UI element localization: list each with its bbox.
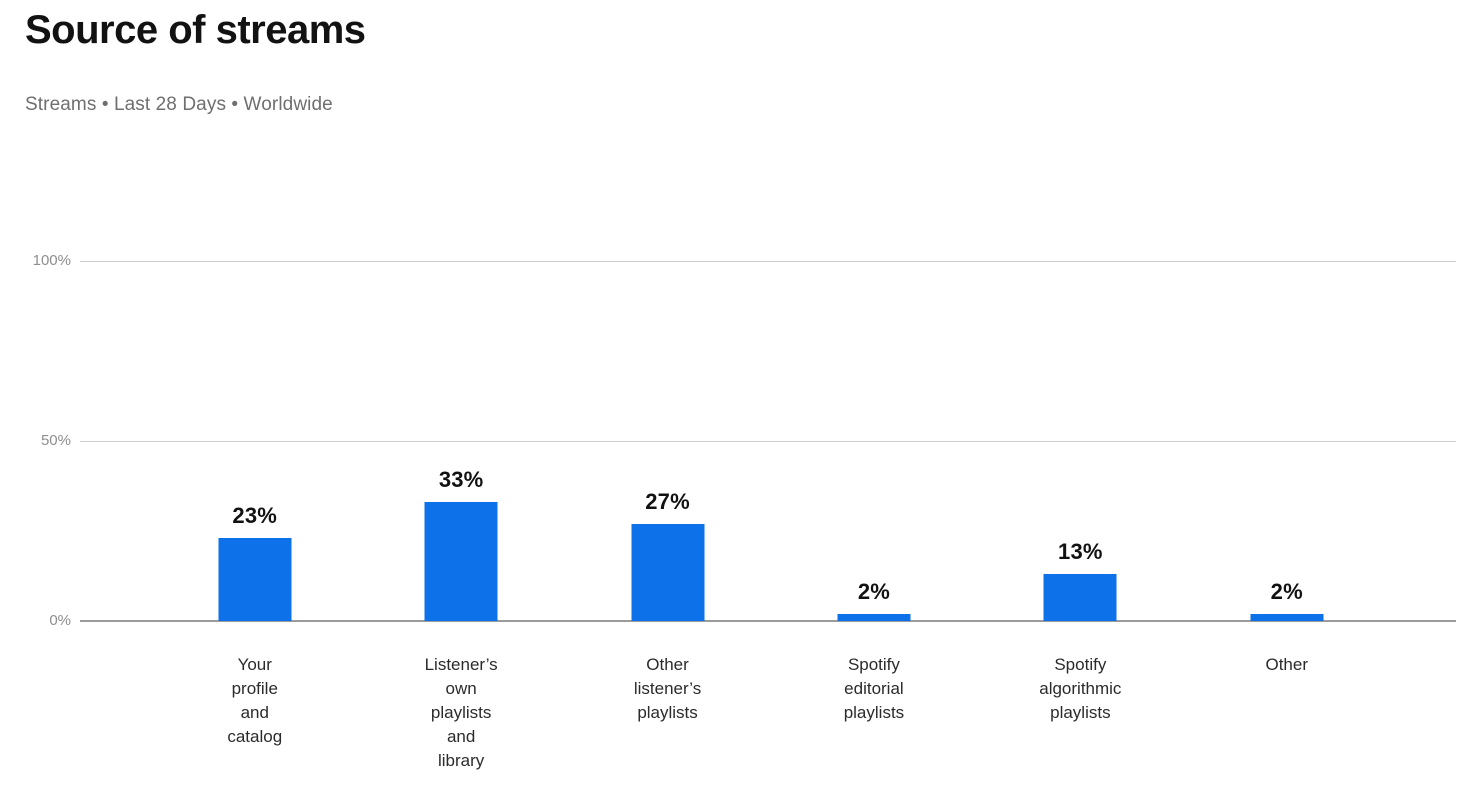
bar-group-spotify-algorithmic-playlists: 13% bbox=[1043, 539, 1117, 621]
x-axis-line bbox=[80, 620, 1456, 622]
x-axis-labels: Your profile and catalog Listener’s own p… bbox=[80, 653, 1456, 783]
bar-value-label-spotify-algorithmic-playlists: 13% bbox=[1058, 539, 1103, 564]
bar-value-label-listener-s-own-playlists-and-library: 33% bbox=[438, 467, 484, 492]
bar-other[interactable] bbox=[1250, 614, 1324, 621]
page-title: Source of streams bbox=[25, 8, 366, 52]
x-axis-label-your-profile-and-catalog: Your profile and catalog bbox=[227, 655, 283, 746]
bar-group-listener-s-own-playlists-and-library: 33% bbox=[424, 467, 498, 621]
bar-value-label-other: 2% bbox=[1270, 579, 1303, 604]
x-axis-label-other-listener-s-playlists: Other listener’s playlists bbox=[633, 655, 702, 722]
bar-value-label-your-profile-and-catalog: 23% bbox=[232, 503, 278, 528]
bar-spotify-algorithmic-playlists[interactable] bbox=[1043, 574, 1117, 621]
bar-spotify-editorial-playlists[interactable] bbox=[837, 614, 911, 621]
x-axis-label-spotify-editorial-playlists: Spotify editorial playlists bbox=[843, 655, 905, 722]
bar-value-label-other-listener-s-playlists: 27% bbox=[645, 489, 690, 514]
bar-group-spotify-editorial-playlists: 2% bbox=[837, 579, 911, 621]
gridline-100 bbox=[80, 261, 1456, 262]
y-axis-tick-100: 100% bbox=[32, 252, 71, 269]
y-axis-tick-0: 0% bbox=[49, 612, 71, 629]
bar-value-label-spotify-editorial-playlists: 2% bbox=[857, 579, 891, 604]
source-of-streams-chart: 23% 33% 27% 2% 13% 2% bbox=[80, 261, 1456, 622]
bar-listener-s-own-playlists-and-library[interactable] bbox=[424, 502, 498, 621]
y-axis-tick-50: 50% bbox=[40, 432, 71, 449]
bar-group-other: 2% bbox=[1250, 579, 1324, 621]
x-axis-label-listener-s-own-playlists-and-library: Listener’s own playlists and library bbox=[424, 655, 498, 770]
x-axis-label-other: Other bbox=[1265, 655, 1309, 674]
chart-filters-summary: Streams • Last 28 Days • Worldwide bbox=[25, 94, 333, 115]
gridline-50 bbox=[80, 441, 1456, 442]
bar-other-listener-s-playlists[interactable] bbox=[631, 524, 705, 621]
x-axis-label-spotify-algorithmic-playlists: Spotify algorithmic playlists bbox=[1039, 655, 1122, 722]
bar-group-your-profile-and-catalog: 23% bbox=[218, 503, 292, 621]
bar-group-other-listener-s-playlists: 27% bbox=[631, 489, 705, 621]
bar-your-profile-and-catalog[interactable] bbox=[218, 538, 292, 621]
